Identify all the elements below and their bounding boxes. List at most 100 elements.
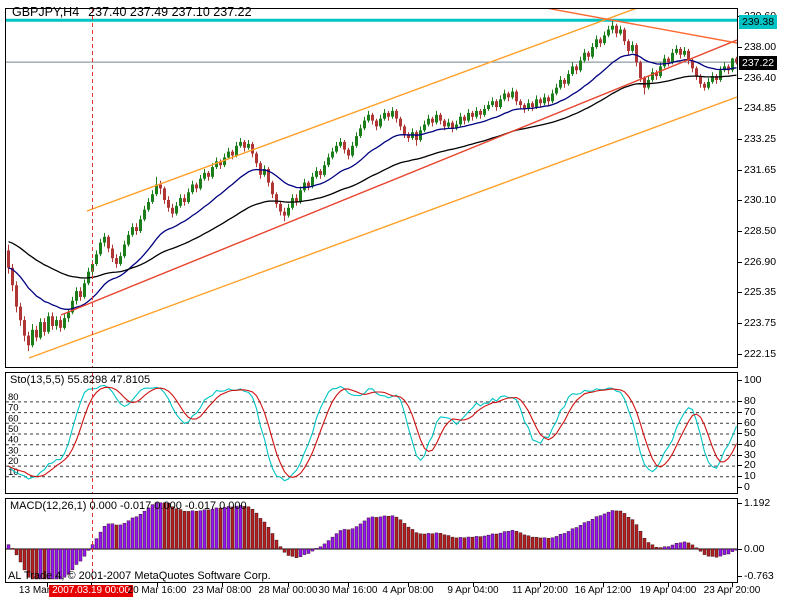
stochastic-indicator-label: Sto(13,5,5) 55.8298 47.8105	[10, 374, 151, 386]
candle-up	[75, 291, 78, 301]
sto-tick	[738, 432, 742, 434]
chart-title: GBPJPY,H4 237.40 237.49 237.10 237.22	[12, 5, 252, 19]
macd-histogram-bar	[382, 515, 387, 550]
macd-tick	[738, 502, 742, 504]
candle-down	[547, 97, 550, 102]
candle-up	[367, 114, 370, 121]
time-tick-label: 16 Apr 12:00	[574, 585, 632, 596]
macd-histogram-bar	[174, 508, 179, 550]
sto-grid-label: 80	[8, 392, 19, 403]
macd-histogram-bar	[706, 548, 711, 557]
candles-layer	[7, 20, 737, 352]
price-tick	[738, 291, 742, 293]
macd-histogram-bar	[330, 536, 335, 550]
stochastic-panel[interactable]: 80 70 60 50 40 30 20 10	[5, 372, 738, 494]
macd-histogram-bar	[718, 548, 723, 557]
candle-up	[139, 219, 142, 231]
candle-up	[147, 202, 150, 210]
macd-histogram-bar	[474, 536, 479, 550]
macd-histogram-bar	[390, 515, 395, 550]
sto-grid-label: 30	[8, 445, 19, 456]
macd-histogram-bar	[378, 516, 383, 550]
candle-up	[203, 172, 206, 179]
macd-histogram-bar	[466, 536, 471, 550]
candle-down	[207, 172, 210, 177]
macd-histogram-bar	[618, 510, 623, 550]
candle-down	[7, 250, 10, 268]
candle-up	[499, 99, 502, 107]
candle-down	[243, 141, 246, 148]
candle-down	[43, 322, 46, 332]
sto-tick-label: 40	[744, 438, 756, 450]
macd-tick	[738, 548, 742, 550]
macd-histogram-bar	[350, 528, 355, 550]
time-tick	[288, 583, 289, 587]
macd-histogram-bar	[662, 546, 667, 550]
slow-ma-line	[8, 74, 737, 279]
candle-up	[31, 329, 34, 346]
candle-down	[703, 83, 706, 88]
macd-histogram-bar	[650, 544, 655, 550]
sto-grid-label: 50	[8, 424, 19, 435]
candle-down	[395, 110, 398, 119]
price-badge: 237.22	[739, 56, 778, 70]
macd-histogram-bar	[726, 548, 731, 555]
macd-histogram-bar	[566, 531, 571, 550]
macd-histogram-bar	[386, 516, 391, 550]
macd-histogram-bar	[434, 532, 439, 550]
gold-channel-upper	[86, 9, 637, 212]
macd-histogram-bar	[218, 507, 223, 550]
fast-ma-line	[8, 53, 737, 311]
sto-tick-label: 0	[744, 481, 750, 493]
macd-panel[interactable]	[5, 498, 738, 583]
macd-histogram-bar	[122, 523, 127, 550]
macd-histogram-bar	[278, 546, 283, 550]
candle-up	[427, 118, 430, 125]
macd-histogram-bar	[346, 529, 351, 550]
candle-down	[195, 184, 198, 189]
macd-histogram-bar	[230, 506, 235, 550]
time-tick	[732, 583, 733, 587]
macd-histogram-bar	[486, 534, 491, 550]
candle-up	[611, 25, 614, 30]
candle-up	[391, 110, 394, 117]
candle-up	[723, 66, 726, 71]
candle-down	[275, 194, 278, 204]
macd-histogram-bar	[202, 509, 207, 550]
macd-histogram-bar	[18, 548, 23, 563]
candle-up	[199, 178, 202, 189]
candle-down	[251, 143, 254, 154]
candle-down	[443, 120, 446, 127]
macd-histogram-bar	[158, 502, 163, 550]
candle-up	[571, 66, 574, 75]
sto-tick-label: 80	[744, 395, 756, 407]
time-tick	[540, 583, 541, 587]
candle-down	[735, 58, 737, 63]
sto-tick	[738, 400, 742, 402]
candle-down	[23, 320, 26, 336]
candle-up	[315, 171, 318, 177]
candle-up	[63, 318, 66, 328]
sto-grid-label: 40	[8, 435, 19, 446]
sto-tick	[738, 454, 742, 456]
candle-up	[603, 35, 606, 44]
macd-histogram-bar	[698, 548, 703, 552]
macd-histogram-bar	[98, 531, 103, 550]
macd-histogram-bar	[510, 530, 515, 550]
macd-histogram-bar	[322, 543, 327, 550]
macd-histogram-bar	[274, 539, 279, 550]
macd-histogram-bar	[222, 507, 227, 550]
candle-up	[675, 48, 678, 53]
macd-histogram-bar	[294, 548, 299, 558]
candle-down	[639, 62, 642, 78]
macd-histogram-bar	[118, 524, 123, 550]
time-tick-label: 19 Apr 04:00	[639, 585, 697, 596]
main-price-panel[interactable]	[5, 8, 738, 368]
macd-histogram-bar	[82, 548, 87, 557]
time-tick	[473, 583, 474, 587]
macd-histogram-bar	[574, 527, 579, 550]
sto-grid-label: 20	[8, 456, 19, 467]
macd-histogram-bar	[674, 543, 679, 550]
macd-histogram-bar	[130, 517, 135, 550]
candle-down	[259, 163, 262, 175]
